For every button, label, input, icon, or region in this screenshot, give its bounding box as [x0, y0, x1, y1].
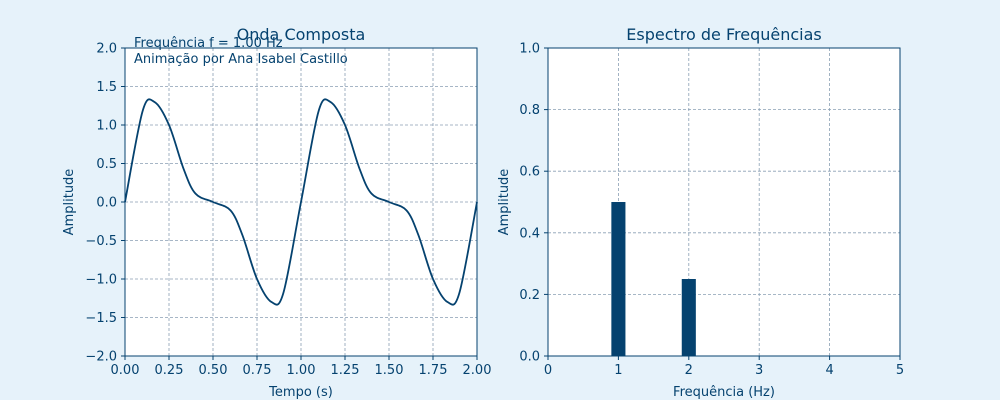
- x-tick-label: 2: [685, 363, 693, 378]
- plot-frame: [547, 47, 901, 357]
- x-tick-label: 1.00: [287, 363, 316, 378]
- composite-wave-chart: 0.00 0.25 0.50 0.75 1.00 1.25 1.50 1.75 2.00 −2.0…: [62, 25, 491, 400]
- x-axis-label: Frequência (Hz): [673, 385, 775, 400]
- chart-title: Onda Composta: [237, 25, 366, 44]
- x-tick-label: 0.75: [243, 363, 272, 378]
- wave-line: [124, 98, 478, 306]
- x-tick-label: 0.50: [199, 363, 228, 378]
- y-tick-label: −2.0: [85, 350, 117, 365]
- x-tick-label: 3: [755, 363, 763, 378]
- y-tick-label: −1.0: [85, 273, 117, 288]
- y-tick-label: −1.5: [85, 311, 117, 326]
- plot-area: [548, 48, 900, 356]
- y-tick-label: 1.5: [96, 80, 117, 95]
- x-tick-label: 4: [825, 363, 833, 378]
- x-tick-label: 1: [614, 363, 622, 378]
- y-tick-label: 0.5: [96, 157, 117, 172]
- credit-annotation: Animação por Ana Isabel Castillo: [134, 52, 348, 67]
- x-tick-label: 5: [896, 363, 904, 378]
- x-tick-label: 1.75: [419, 363, 448, 378]
- y-tick-label: 1.0: [519, 42, 540, 57]
- y-tick-label: 0.0: [519, 350, 540, 365]
- frequency-spectrum-chart: 0 1 2 3 4 5 0.0 0.2 0.4 0.6 0.8 1.0 Espectro de Fre…: [497, 25, 904, 400]
- spectrum-bar: [611, 202, 626, 356]
- x-tick-label: 0.00: [111, 363, 140, 378]
- chart-title: Espectro de Frequências: [626, 25, 821, 44]
- x-tick-label: 0: [544, 363, 552, 378]
- x-axis-label: Tempo (s): [268, 385, 333, 400]
- y-axis-label: Amplitude: [497, 169, 512, 236]
- x-tick-label: 1.50: [375, 363, 404, 378]
- y-tick-label: 0.2: [519, 288, 540, 303]
- y-tick-label: 0.0: [96, 196, 117, 211]
- spectrum-bar: [681, 279, 696, 356]
- x-tick-label: 1.25: [331, 363, 360, 378]
- y-tick-label: 1.0: [96, 119, 117, 134]
- frequency-annotation: Frequência f = 1.00 Hz: [134, 36, 283, 51]
- y-tick-label: 0.4: [519, 226, 540, 241]
- x-tick-label: 2.00: [463, 363, 492, 378]
- y-tick-label: 0.6: [519, 165, 540, 180]
- y-axis-label: Amplitude: [62, 169, 77, 236]
- x-tick-label: 0.25: [155, 363, 184, 378]
- y-tick-label: 2.0: [96, 42, 117, 57]
- y-tick-label: −0.5: [85, 234, 117, 249]
- y-tick-label: 0.8: [519, 103, 540, 118]
